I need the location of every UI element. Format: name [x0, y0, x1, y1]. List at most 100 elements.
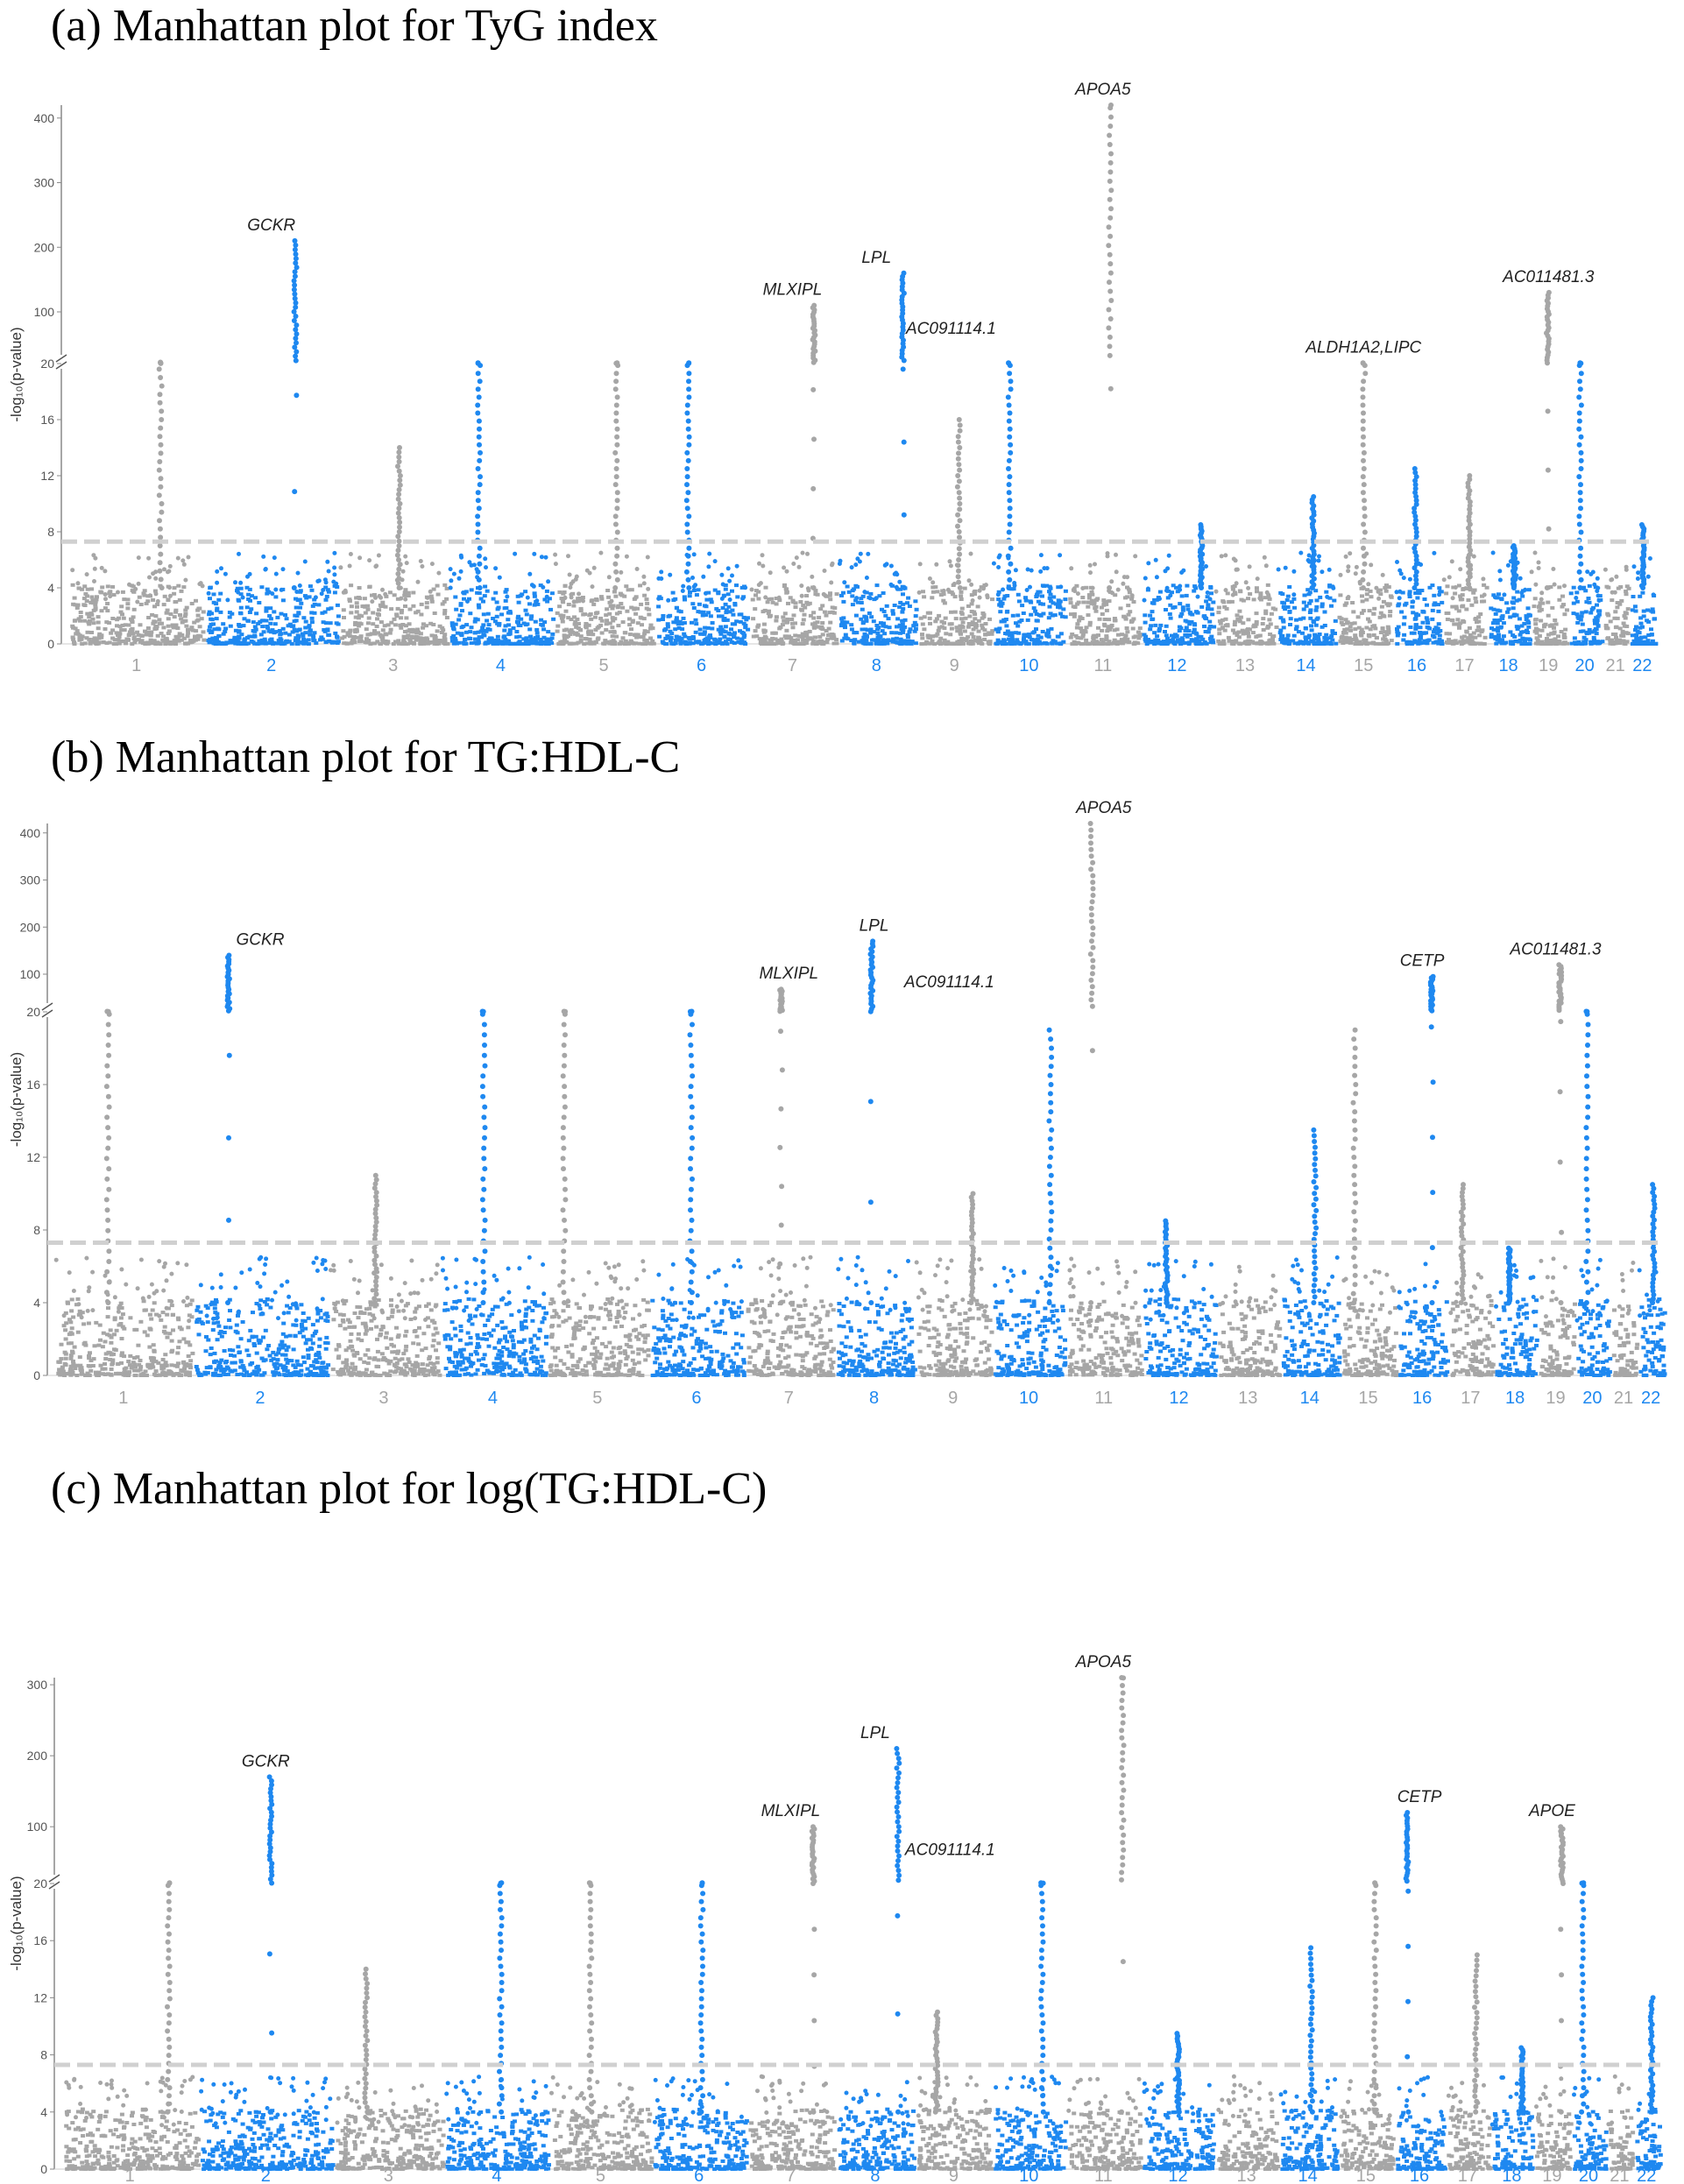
snp-point	[841, 590, 846, 595]
snp-point	[469, 588, 474, 592]
snp-point	[1518, 633, 1523, 637]
snp-point	[1534, 636, 1539, 640]
snp-point	[1513, 640, 1518, 643]
snp-point	[1153, 557, 1158, 562]
snp-point	[1251, 597, 1256, 602]
snp-point	[1430, 583, 1435, 588]
snp-point	[1464, 607, 1469, 611]
snp-point	[1630, 608, 1635, 612]
snp-point	[1087, 620, 1093, 625]
snp-point	[1619, 598, 1624, 603]
snp-point	[1005, 629, 1010, 633]
snp-point	[1417, 591, 1422, 596]
snp-point	[1561, 641, 1567, 646]
snp-point	[1539, 628, 1545, 633]
snp-point	[685, 426, 691, 432]
snp-point	[417, 636, 422, 640]
snp-point	[1397, 596, 1402, 601]
snp-point	[1081, 600, 1086, 604]
snp-point	[907, 639, 912, 643]
snp-point	[477, 545, 483, 551]
snp-point	[890, 640, 895, 644]
snp-point	[1122, 615, 1128, 619]
snp-point	[629, 605, 634, 610]
snp-point	[395, 571, 401, 576]
snp-point	[319, 591, 324, 597]
snp-point	[1010, 613, 1015, 618]
snp-point	[1587, 600, 1592, 604]
snp-point	[1343, 635, 1348, 640]
snp-point	[800, 634, 804, 639]
snp-point	[1303, 635, 1308, 640]
snp-point	[651, 641, 656, 646]
snp-point	[225, 597, 230, 603]
snp-point	[610, 641, 615, 646]
snp-point	[1650, 607, 1655, 611]
snp-point	[612, 590, 617, 594]
snp-point	[942, 626, 947, 631]
snp-point	[1604, 584, 1610, 589]
snp-point	[1610, 577, 1615, 582]
snp-point	[534, 627, 540, 632]
snp-point	[1127, 640, 1132, 644]
snp-point	[1577, 360, 1583, 366]
snp-point	[743, 585, 748, 590]
snp-point	[1305, 640, 1309, 645]
snp-point	[476, 418, 482, 424]
snp-point	[1014, 631, 1019, 635]
snp-point	[1168, 616, 1173, 620]
snp-point	[1525, 614, 1530, 618]
snp-point	[1198, 522, 1204, 527]
snp-point	[421, 626, 426, 630]
snp-point	[312, 639, 317, 643]
snp-point	[1360, 402, 1366, 408]
snp-point	[784, 590, 789, 594]
snp-point	[1621, 639, 1626, 643]
snp-point	[293, 639, 298, 642]
snp-point	[1195, 611, 1200, 615]
snp-point	[634, 635, 640, 640]
snp-point	[1291, 597, 1297, 601]
snp-point	[1585, 569, 1590, 575]
snp-point	[1125, 585, 1129, 590]
snp-point	[1412, 517, 1419, 523]
snp-point	[791, 641, 796, 646]
snp-point	[1090, 640, 1095, 645]
snp-point	[485, 641, 491, 646]
snp-point	[450, 624, 456, 628]
snp-point	[504, 606, 509, 610]
snp-point	[1413, 474, 1419, 480]
snp-point	[197, 582, 202, 587]
snp-point	[440, 626, 445, 630]
snp-point	[1458, 640, 1463, 644]
snp-point	[1533, 641, 1539, 646]
snp-point	[686, 386, 692, 392]
snp-point	[1544, 640, 1549, 643]
snp-point	[1445, 584, 1450, 589]
snp-point	[268, 621, 273, 626]
snp-point	[1044, 566, 1050, 571]
snp-point	[942, 621, 946, 625]
snp-point	[1157, 629, 1162, 633]
snp-point	[1631, 564, 1637, 569]
snp-point	[656, 596, 662, 601]
snp-point	[1129, 597, 1135, 601]
snp-point	[197, 625, 202, 629]
snp-point	[294, 597, 298, 601]
snp-point	[1560, 594, 1565, 598]
snp-point	[1142, 633, 1147, 637]
snp-point	[396, 538, 402, 544]
snp-point	[1325, 594, 1330, 599]
snp-point	[1106, 307, 1112, 313]
snp-point	[756, 623, 761, 627]
snp-point	[718, 641, 723, 645]
snp-point	[503, 598, 508, 603]
snp-point	[1491, 607, 1496, 611]
snp-point	[74, 632, 79, 636]
snp-point	[1395, 560, 1399, 564]
snp-point	[1223, 588, 1228, 593]
snp-point	[573, 619, 578, 624]
snp-point	[393, 623, 398, 627]
snp-point	[1114, 552, 1118, 557]
snp-point	[394, 552, 400, 558]
